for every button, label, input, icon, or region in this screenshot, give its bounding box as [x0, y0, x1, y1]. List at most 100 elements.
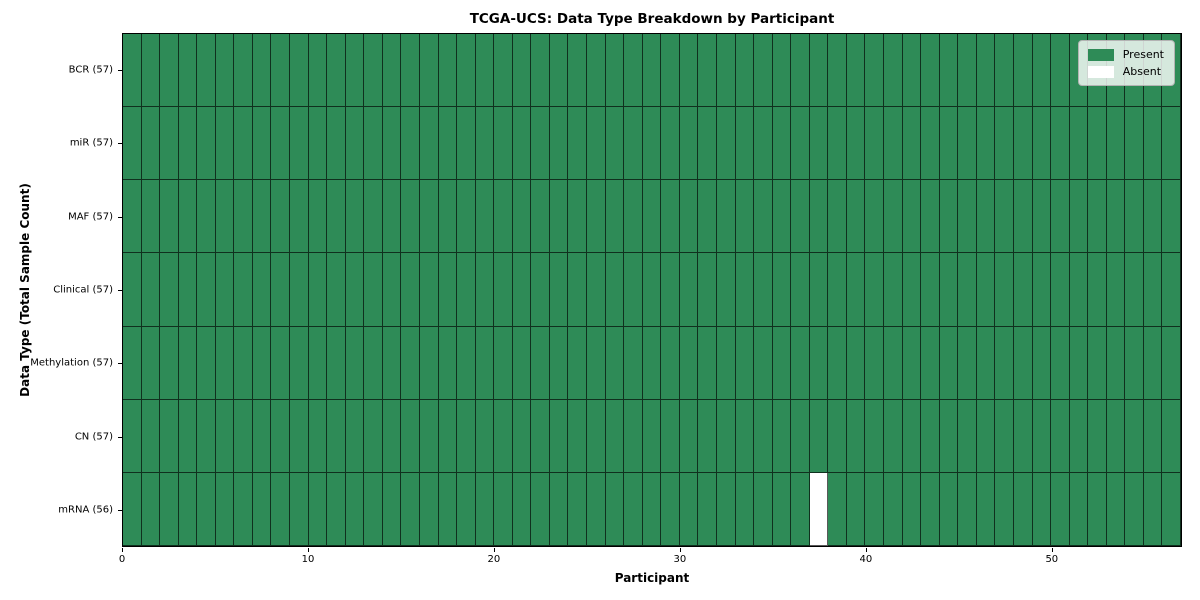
heatmap-cell — [438, 180, 458, 254]
heatmap-cell — [215, 472, 235, 546]
heatmap-cell — [1125, 399, 1144, 473]
heatmap-cell — [197, 253, 216, 327]
heatmap-cell — [716, 253, 736, 327]
heatmap-cell — [234, 107, 253, 181]
heatmap-cell — [791, 180, 810, 254]
heatmap-cell — [512, 180, 532, 254]
heatmap-cell — [234, 253, 253, 327]
heatmap-cell — [141, 107, 161, 181]
heatmap-cell — [475, 399, 495, 473]
heatmap-cell — [215, 253, 235, 327]
heatmap-cell — [141, 34, 161, 108]
heatmap-cell — [475, 253, 495, 327]
heatmap-cell — [1162, 107, 1181, 181]
heatmap-cell — [995, 399, 1014, 473]
heatmap-cell — [1106, 253, 1126, 327]
heatmap-cell — [735, 34, 755, 108]
legend-swatch-present — [1087, 48, 1114, 61]
heatmap-cell — [382, 253, 402, 327]
heatmap-cell — [1069, 180, 1089, 254]
heatmap-cell — [828, 253, 847, 327]
heatmap-cell — [1162, 472, 1181, 546]
heatmap-cell — [290, 107, 309, 181]
heatmap-cell — [252, 472, 272, 546]
heatmap-cell — [1013, 253, 1033, 327]
heatmap-cell — [865, 399, 885, 473]
heatmap-cell — [587, 253, 606, 327]
heatmap-cell — [568, 107, 588, 181]
legend-item-absent: Absent — [1087, 63, 1164, 80]
heatmap-cell — [716, 326, 736, 400]
heatmap-cell — [1106, 107, 1126, 181]
heatmap-cell — [364, 472, 383, 546]
heatmap-cell — [1106, 472, 1126, 546]
heatmap-cell — [661, 180, 680, 254]
heatmap-cell — [308, 472, 328, 546]
heatmap-cell — [345, 326, 365, 400]
heatmap-cell — [568, 472, 588, 546]
heatmap-cell — [1032, 34, 1052, 108]
heatmap-cell — [587, 472, 606, 546]
heatmap-cell — [141, 253, 161, 327]
heatmap-cell — [1125, 472, 1144, 546]
heatmap-cell — [939, 399, 959, 473]
heatmap-cell — [568, 399, 588, 473]
heatmap-cell — [327, 472, 346, 546]
heatmap-cell — [939, 107, 959, 181]
heatmap-cell — [995, 107, 1014, 181]
heatmap-cell — [809, 399, 829, 473]
x-tick-mark — [122, 548, 123, 552]
heatmap-cell — [160, 253, 179, 327]
x-tick-mark — [1051, 548, 1053, 552]
heatmap-cell — [457, 34, 476, 108]
heatmap-cell — [438, 399, 458, 473]
heatmap-cell — [382, 180, 402, 254]
heatmap-cell — [419, 253, 439, 327]
heatmap-cell — [271, 399, 291, 473]
heatmap-cell — [512, 399, 532, 473]
heatmap-cell — [345, 399, 365, 473]
heatmap-cell — [494, 399, 513, 473]
heatmap-cell — [865, 107, 885, 181]
heatmap-cell — [976, 399, 996, 473]
heatmap-cell — [141, 326, 161, 400]
heatmap-cell — [1051, 34, 1070, 108]
heatmap-cell — [290, 399, 309, 473]
heatmap-cell — [160, 472, 179, 546]
heatmap-cell — [1143, 107, 1163, 181]
heatmap-cell — [958, 107, 977, 181]
heatmap-cell — [401, 326, 420, 400]
heatmap-cell — [754, 399, 773, 473]
heatmap-cell — [958, 180, 977, 254]
heatmap-cell — [382, 34, 402, 108]
heatmap-cell — [902, 107, 922, 181]
heatmap-cell — [1106, 180, 1126, 254]
heatmap-cell — [197, 326, 216, 400]
heatmap-cell — [160, 34, 179, 108]
heatmap-cell — [123, 107, 142, 181]
heatmap-cell — [457, 472, 476, 546]
heatmap-cell — [327, 34, 346, 108]
heatmap-cell — [457, 180, 476, 254]
heatmap-cell — [438, 326, 458, 400]
heatmap-cell — [958, 253, 977, 327]
heatmap-cell — [716, 107, 736, 181]
heatmap-cell — [419, 34, 439, 108]
heatmap-cell — [995, 34, 1014, 108]
heatmap-cell — [178, 326, 198, 400]
heatmap-cell — [791, 253, 810, 327]
heatmap-cell — [605, 180, 625, 254]
heatmap-cell — [624, 399, 643, 473]
y-tick-mark — [118, 216, 122, 218]
heatmap-cell — [512, 107, 532, 181]
heatmap-cell — [401, 399, 420, 473]
heatmap-cell — [939, 472, 959, 546]
heatmap-cell — [345, 107, 365, 181]
heatmap-cell — [364, 399, 383, 473]
heatmap-cell — [531, 253, 550, 327]
heatmap-cell — [1088, 326, 1107, 400]
heatmap-cell — [178, 34, 198, 108]
heatmap-cell — [512, 472, 532, 546]
heatmap-cell — [995, 180, 1014, 254]
heatmap-cell — [1162, 326, 1181, 400]
